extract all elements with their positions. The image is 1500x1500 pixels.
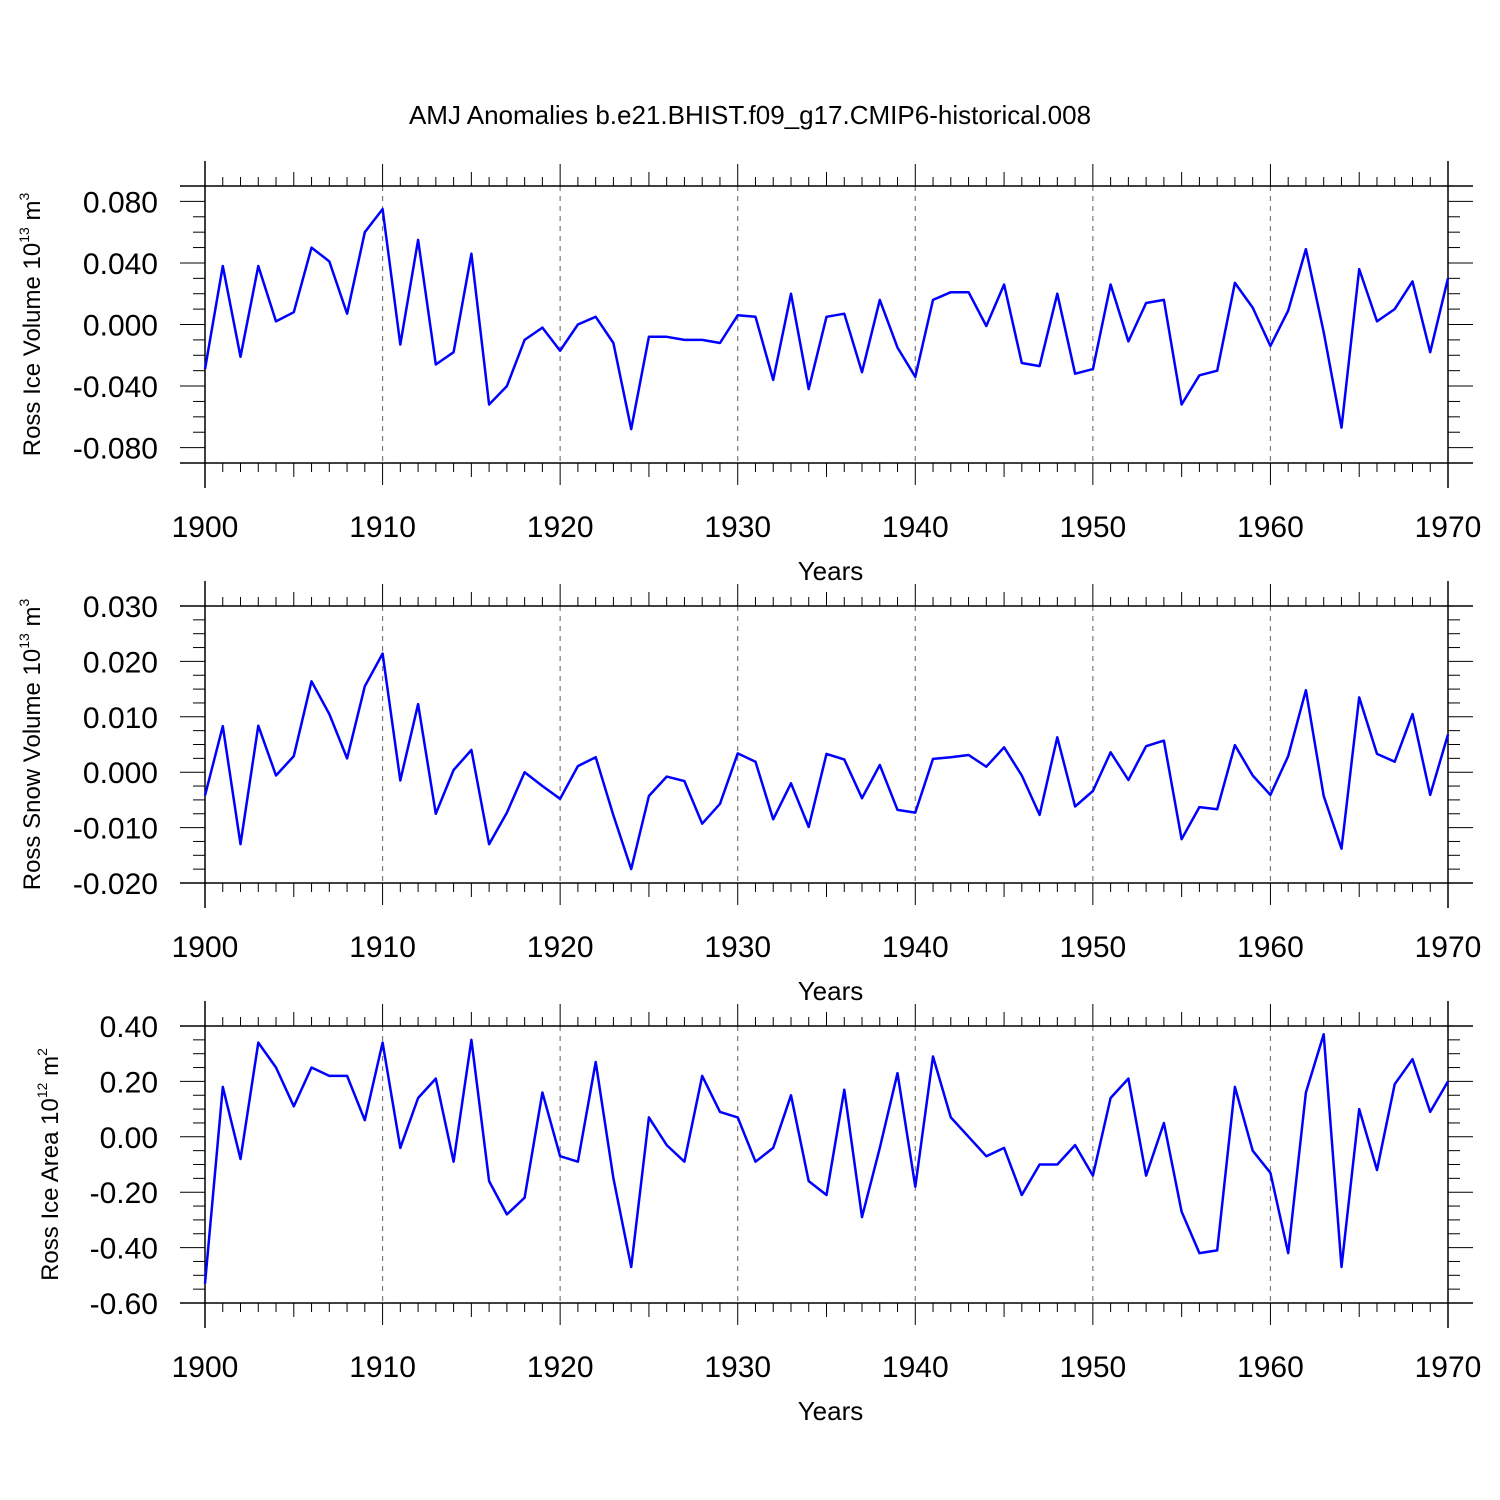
x-tick-label: 1940 — [882, 511, 949, 544]
x-tick-label: 1950 — [1059, 931, 1126, 964]
x-tick-label: 1930 — [704, 511, 771, 544]
x-tick-label: 1940 — [882, 1351, 949, 1384]
x-tick-label: 1910 — [349, 931, 416, 964]
x-tick-label: 1920 — [527, 511, 594, 544]
panels: 1900 1910 1920 1930 1940 1950 1960 1970 Years -0.… — [16, 161, 1481, 1426]
x-tick-label: 1970 — [1415, 1351, 1482, 1384]
x-tick-label: 1900 — [172, 1351, 239, 1384]
x-axis-label: Years — [798, 1396, 864, 1426]
x-tick-label: 1910 — [349, 1351, 416, 1384]
y-tick-label: -0.60 — [90, 1288, 158, 1321]
x-tick-label: 1940 — [882, 931, 949, 964]
y-tick-label: 0.080 — [83, 186, 158, 219]
x-axis-label: Years — [798, 976, 864, 1006]
x-tick-label: 1950 — [1059, 511, 1126, 544]
y-axis-label: Ross Snow Volume 1013 m3 — [16, 599, 46, 891]
x-tick-label: 1960 — [1237, 511, 1304, 544]
y-axis-label: Ross Ice Volume 1013 m3 — [16, 193, 46, 457]
x-tick-label: 1930 — [704, 931, 771, 964]
y-tick-label: -0.20 — [90, 1177, 158, 1210]
y-axis-label: Ross Ice Area 1012 m2 — [34, 1048, 64, 1281]
x-tick-label: 1920 — [527, 931, 594, 964]
x-tick-label: 1960 — [1237, 1351, 1304, 1384]
y-tick-label: -0.010 — [73, 813, 158, 846]
y-tick-label: 0.00 — [100, 1122, 158, 1155]
x-tick-label: 1900 — [172, 931, 239, 964]
y-tick-label: 0.040 — [83, 248, 158, 281]
panel-1: 1900 1910 1920 1930 1940 1950 1960 1970 Years -0.… — [16, 161, 1481, 586]
series-line-1 — [203, 207, 1450, 431]
y-tick-label: 0.000 — [83, 757, 158, 790]
y-tick-label: -0.040 — [73, 371, 158, 404]
y-tick-label: -0.020 — [73, 868, 158, 901]
series-line-3 — [203, 1033, 1450, 1284]
y-tick-label: 0.40 — [100, 1011, 158, 1044]
x-tick-label: 1970 — [1415, 931, 1482, 964]
x-tick-label: 1910 — [349, 511, 416, 544]
y-tick-label: 0.010 — [83, 702, 158, 735]
y-tick-label: 0.20 — [100, 1066, 158, 1099]
y-tick-label: 0.020 — [83, 646, 158, 679]
y-tick-label: -0.40 — [90, 1233, 158, 1266]
x-tick-label: 1930 — [704, 1351, 771, 1384]
x-tick-label: 1900 — [172, 511, 239, 544]
y-tick-label: 0.000 — [83, 310, 158, 343]
x-tick-label: 1920 — [527, 1351, 594, 1384]
y-tick-label: 0.030 — [83, 591, 158, 624]
x-tick-label: 1970 — [1415, 511, 1482, 544]
figure-title: AMJ Anomalies b.e21.BHIST.f09_g17.CMIP6-… — [409, 100, 1091, 130]
panel-2: 1900 1910 1920 1930 1940 1950 1960 1970 Years -0.… — [16, 581, 1481, 1006]
series-line-2 — [203, 652, 1450, 871]
y-tick-label: -0.080 — [73, 433, 158, 466]
panel-3: 1900 1910 1920 1930 1940 1950 1960 1970 Years -0.… — [34, 1001, 1481, 1426]
x-tick-label: 1950 — [1059, 1351, 1126, 1384]
x-tick-label: 1960 — [1237, 931, 1304, 964]
x-axis-label: Years — [798, 556, 864, 586]
